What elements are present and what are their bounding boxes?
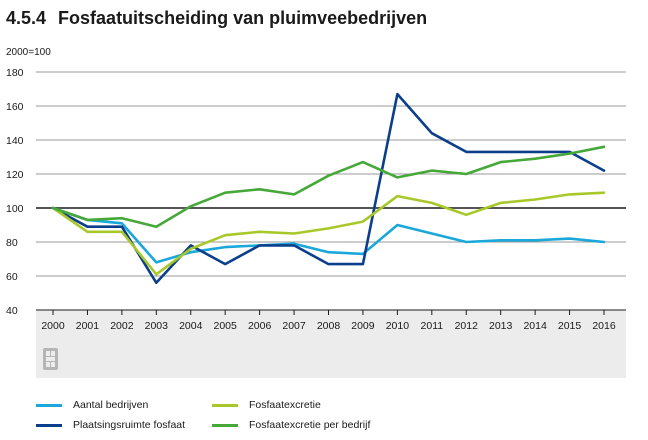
legend-label: Plaatsingsruimte fosfaat: [73, 419, 186, 431]
x-tick-label: 2003: [145, 320, 169, 332]
legend-right: Fosfaatexcretie Fosfaatexcretie per bedr…: [212, 395, 370, 435]
y-tick-label: 180: [6, 67, 24, 79]
x-tick-label: 2001: [76, 320, 100, 332]
gridlines: [36, 71, 626, 311]
chart-title: 4.5.4 Fosfaatuitscheiding van pluimveebed…: [6, 8, 427, 29]
x-tick-label: 2010: [386, 320, 410, 332]
y-axis-ticks: 40 60 80 100 120 140 160 180: [6, 67, 24, 317]
legend-swatch: [212, 423, 238, 427]
y-tick-label: 100: [6, 203, 24, 215]
legend-label: Fosfaatexcretie: [249, 399, 321, 411]
x-tick-label: 2004: [179, 320, 203, 332]
x-axis-ticks: 2000 2001 2002 2003 2004 2005 2006 2007 2008 2009…: [41, 310, 616, 332]
x-tick-label: 2013: [489, 320, 513, 332]
x-tick-label: 2015: [558, 320, 582, 332]
y-tick-label: 140: [6, 135, 24, 147]
y-tick-label: 40: [6, 305, 18, 317]
legend-item: Fosfaatexcretie: [212, 395, 370, 415]
legend-swatch: [212, 403, 238, 407]
legend-item: Fosfaatexcretie per bedrijf: [212, 415, 370, 435]
y-axis-unit-label: 2000=100: [6, 47, 51, 58]
legend-item: Plaatsingsruimte fosfaat: [36, 415, 185, 435]
x-tick-label: 2011: [421, 320, 444, 332]
legend-label: Fosfaatexcretie per bedrijf: [249, 419, 371, 431]
legend-swatch: [36, 403, 62, 407]
series-line-1: [51, 206, 606, 264]
chart-number: 4.5.4: [6, 8, 47, 28]
chart-title-text: Fosfaatuitscheiding van pluimveebedrijve…: [58, 8, 428, 28]
series-line-2: [51, 92, 606, 285]
y-tick-label: 60: [6, 271, 18, 283]
y-tick-label: 160: [6, 101, 24, 113]
legend-left: Aantal bedrijven Plaatsingsruimte fosfaa…: [36, 395, 185, 435]
x-tick-label: 2009: [351, 320, 375, 332]
x-tick-label: 2007: [282, 320, 306, 332]
x-tick-label: 2005: [214, 320, 238, 332]
y-tick-label: 80: [6, 237, 18, 249]
series-line-3: [51, 191, 606, 276]
x-tick-label: 2014: [523, 320, 547, 332]
x-tick-label: 2008: [317, 320, 341, 332]
legend-label: Aantal bedrijven: [73, 399, 149, 411]
x-tick-label: 2002: [110, 320, 134, 332]
y-tick-label: 120: [6, 169, 24, 181]
x-tick-label: 2000: [41, 320, 65, 332]
legend-item: Aantal bedrijven: [36, 395, 185, 415]
series-line-4: [51, 145, 606, 228]
x-tick-label: 2016: [592, 320, 616, 332]
cbs-logo-icon: [43, 348, 58, 370]
x-tick-label: 2012: [455, 320, 479, 332]
series-lines: [51, 92, 606, 285]
x-tick-label: 2006: [248, 320, 272, 332]
legend-swatch: [36, 423, 62, 427]
x-axis-band: [36, 310, 626, 378]
